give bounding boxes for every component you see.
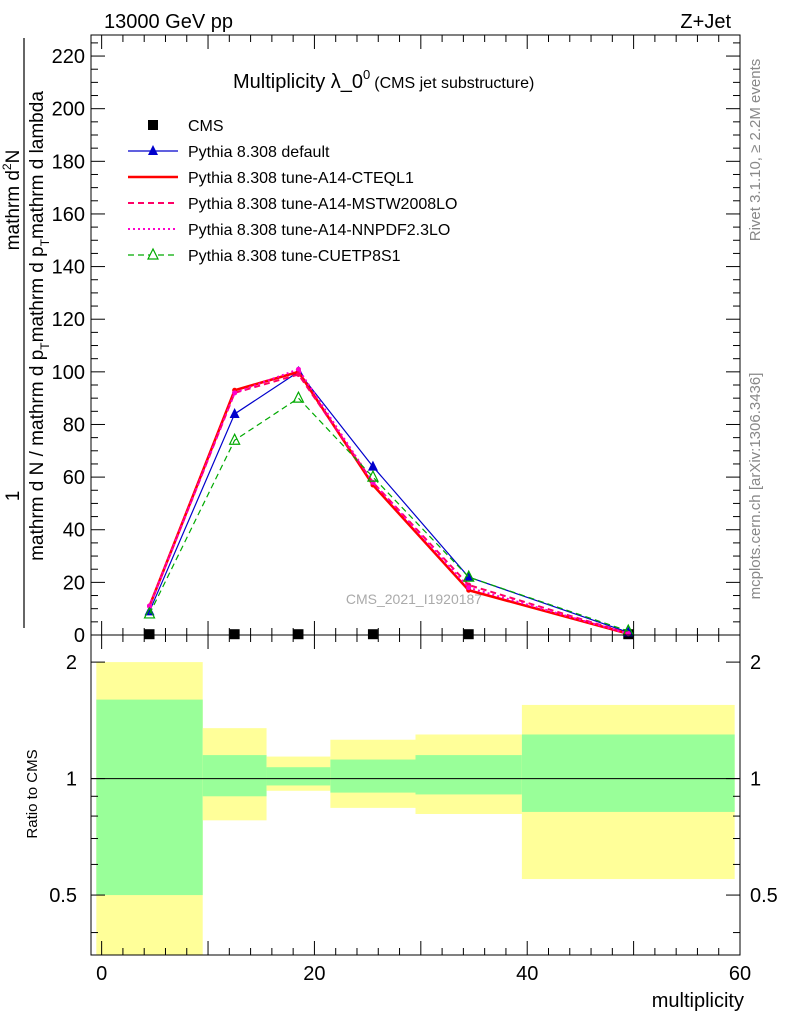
x-tick-label: 0	[96, 963, 107, 985]
y-tick-label: 20	[63, 572, 85, 594]
data-point	[147, 603, 153, 609]
data-point	[463, 629, 474, 640]
data-point	[293, 629, 304, 640]
y-tick-label: 160	[52, 204, 85, 226]
mcplots-label: mcplots.cern.ch [arXiv:1306.3436]	[747, 373, 764, 600]
series-0	[144, 629, 634, 640]
y-tick-label: 120	[52, 309, 85, 331]
y-label-top-tail: N	[3, 150, 24, 164]
data-point	[366, 469, 379, 482]
legend-label: CMS	[188, 118, 224, 135]
header-right: Z+Jet	[680, 11, 731, 33]
header-left: 13000 GeV pp	[104, 11, 233, 33]
ratio-y-tick-label: 1	[66, 769, 77, 791]
legend-marker	[147, 247, 159, 260]
series-line	[148, 367, 629, 635]
x-tick-label: 40	[516, 963, 538, 985]
data-point	[143, 606, 156, 619]
ratio-plot-panel: 0.5 0.5 1 1 2 2 0 20 40 60 Ratio to CMS multipli…	[24, 634, 778, 1012]
data-point	[367, 629, 378, 640]
data-point	[228, 432, 241, 445]
data-point	[292, 390, 305, 403]
legend-label: Pythia 8.308 tune-A14-NNPDF2.3LO	[188, 222, 450, 239]
legend-label: Pythia 8.308 tune-A14-MSTW2008LO	[188, 196, 457, 213]
chart-title: Multiplicity λ_00 (CMS jet substructure)	[233, 67, 534, 93]
legend-entry: Pythia 8.308 tune-CUETP8S1	[128, 247, 401, 265]
y-tick-label: 140	[52, 257, 85, 279]
data-point	[229, 629, 240, 640]
ratio-plot-frame	[90, 634, 741, 956]
y-tick-label: 0	[74, 625, 85, 647]
ratio-y-tick-label: 2	[66, 652, 77, 674]
main-x-ticks	[101, 35, 741, 635]
y-tick-label: 180	[52, 151, 85, 173]
legend: CMS Pythia 8.308 default Pythia 8.308 tune…	[128, 118, 457, 265]
main-y-axis: 0 20 40 60 80 100 120 140 160 180 200 220	[52, 42, 740, 647]
ratio-y-axis: 0.5 0.5 1 1 2 2	[49, 652, 778, 934]
data-point	[466, 585, 472, 591]
y-tick-label: 200	[52, 99, 85, 121]
legend-label: Pythia 8.308 tune-A14-CTEQL1	[188, 170, 414, 187]
data-point	[295, 366, 301, 372]
x-axis-label: multiplicity	[652, 990, 744, 1012]
y-tick-label: 220	[52, 46, 85, 68]
legend-marker	[148, 145, 158, 155]
ratio-y-tick-label-right: 0.5	[750, 885, 778, 907]
y-label-denominator: mathrm d N / mathrm d pTmathrm d pTmathr…	[27, 91, 52, 561]
x-tick-label: 20	[303, 963, 325, 985]
legend-entry: Pythia 8.308 tune-A14-CTEQL1	[128, 170, 414, 187]
series-layer	[143, 365, 635, 640]
ratio-stat-band	[330, 759, 416, 793]
y-tick-label: 40	[63, 520, 85, 542]
legend-label: Pythia 8.308 default	[188, 144, 330, 161]
ratio-stat-band	[415, 755, 522, 795]
legend-label: Pythia 8.308 tune-CUETP8S1	[188, 248, 401, 265]
main-y-label: 1 mathrm d2N mathrm d N / mathrm d pTmat…	[0, 38, 52, 628]
y-label-numerator: 1	[3, 491, 24, 502]
chart-title-sup: 0	[363, 67, 370, 82]
y-label-top-sup: 2	[0, 163, 14, 170]
data-point	[367, 460, 378, 471]
data-point	[462, 569, 475, 582]
data-point	[232, 390, 238, 396]
chart-subtitle: (CMS jet substructure)	[374, 75, 534, 92]
ratio-stat-band	[266, 767, 331, 786]
data-point	[229, 407, 240, 418]
y-label-top-text: mathrm d	[3, 170, 24, 250]
legend-marker	[148, 120, 158, 130]
ratio-y-tick-label-right: 1	[750, 769, 761, 791]
legend-entry: CMS	[148, 118, 224, 135]
ratio-stat-band	[521, 734, 735, 812]
ratio-bands	[96, 662, 735, 955]
rivet-label: Rivet 3.1.10, ≥ 2.2M events	[747, 59, 764, 242]
y-label-top: mathrm d2N	[0, 150, 24, 251]
y-tick-label: 80	[63, 414, 85, 436]
data-point	[144, 629, 155, 640]
series-4	[147, 366, 631, 637]
x-tick-label: 60	[729, 963, 751, 985]
ratio-stat-band	[202, 755, 267, 797]
ratio-y-tick-label-right: 2	[750, 652, 761, 674]
legend-entry: Pythia 8.308 tune-A14-NNPDF2.3LO	[128, 222, 450, 239]
chart-title-main: Multiplicity λ_0	[233, 71, 363, 93]
ratio-y-tick-label: 0.5	[49, 885, 77, 907]
main-plot-panel: 0 20 40 60 80 100 120 140 160 180 200 220 CMS_2021_…	[52, 34, 741, 647]
ratio-x-axis: 0 20 40 60	[96, 635, 751, 985]
data-point	[463, 571, 474, 582]
watermark: CMS_2021_I1920187	[346, 591, 482, 607]
data-point	[295, 371, 301, 377]
legend-entry: Pythia 8.308 tune-A14-MSTW2008LO	[128, 196, 457, 213]
ratio-y-label: Ratio to CMS	[24, 749, 41, 838]
series-line	[148, 397, 629, 632]
y-tick-label: 60	[63, 467, 85, 489]
ratio-stat-band	[96, 699, 203, 896]
y-tick-label: 100	[52, 362, 85, 384]
legend-entry: Pythia 8.308 default	[128, 144, 330, 161]
